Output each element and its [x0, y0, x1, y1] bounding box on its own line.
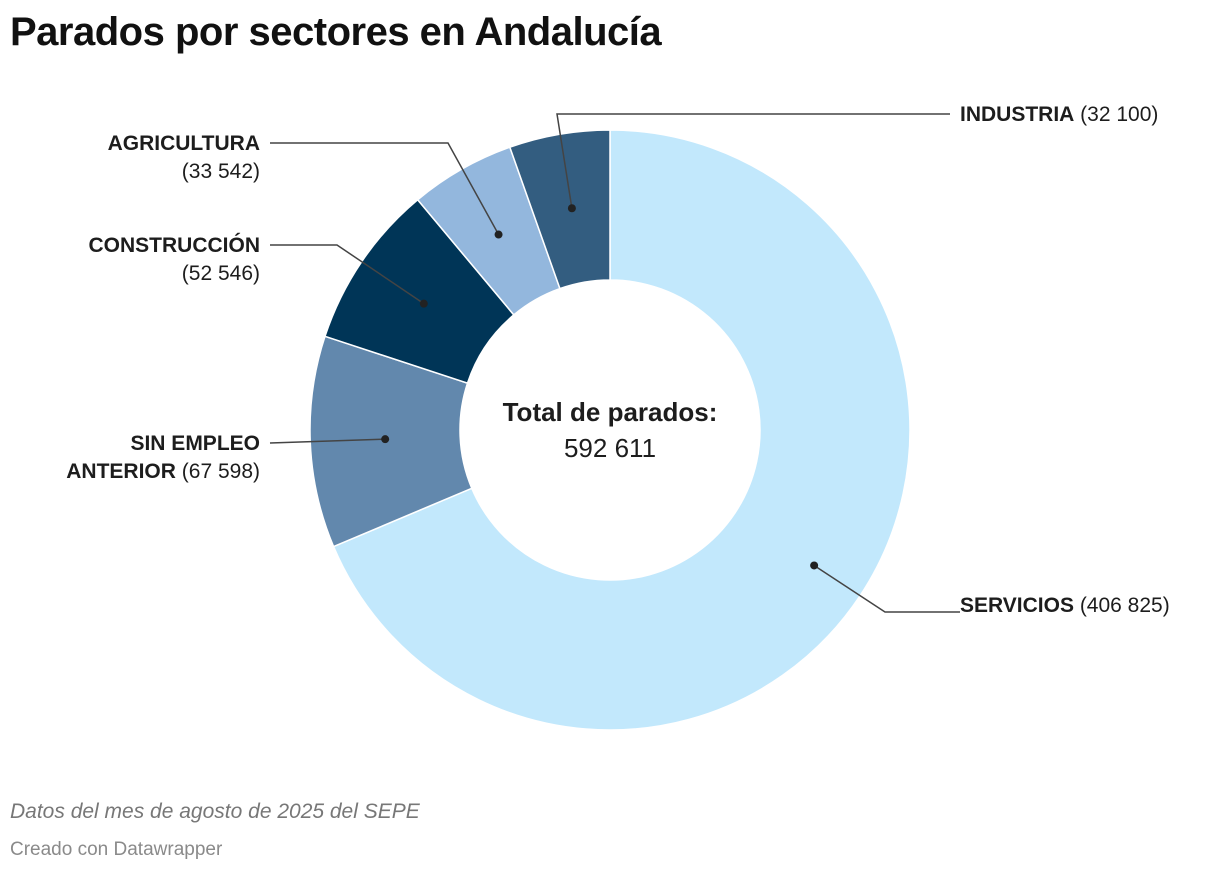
chart-title: Parados por sectores en Andalucía [10, 10, 662, 54]
slice-industria [508, 129, 611, 290]
source-note: Datos del mes de agosto de 2025 del SEPE [10, 800, 420, 823]
leader-construccion [270, 244, 425, 305]
label-servicios: SERVICIOS (406 825) [960, 594, 1170, 617]
center-label: Total de parados: [503, 397, 718, 427]
leader-lines [269, 113, 960, 613]
leader-industria [556, 113, 950, 209]
leader-dot-construccion [419, 299, 428, 308]
leader-dot-industria [567, 204, 576, 213]
slice-labels: SERVICIOS (406 825) SIN EMPLEO ANTERIOR (6… [66, 103, 1169, 617]
leader-dot-agricultura [494, 230, 503, 239]
donut-slices [309, 129, 911, 731]
label-sin-empleo-anterior: SIN EMPLEO [130, 432, 260, 455]
label-construccion: (52 546) [182, 262, 260, 285]
label-construccion: CONSTRUCCIÓN [89, 233, 261, 257]
label-agricultura: AGRICULTURA [108, 132, 260, 155]
leader-dot-sin-empleo-anterior [381, 435, 390, 444]
leader-sin-empleo-anterior [269, 438, 386, 444]
slice-servicios [332, 129, 911, 731]
center-value: 592 611 [564, 433, 656, 463]
label-sin-empleo-anterior: ANTERIOR (67 598) [66, 460, 260, 483]
credit-link[interactable]: Creado con Datawrapper [10, 839, 223, 860]
leader-dot-servicios [810, 561, 819, 570]
leader-agricultura [270, 142, 500, 235]
label-agricultura: (33 542) [182, 160, 260, 183]
leader-servicios [813, 564, 960, 613]
label-industria: INDUSTRIA (32 100) [960, 103, 1158, 126]
